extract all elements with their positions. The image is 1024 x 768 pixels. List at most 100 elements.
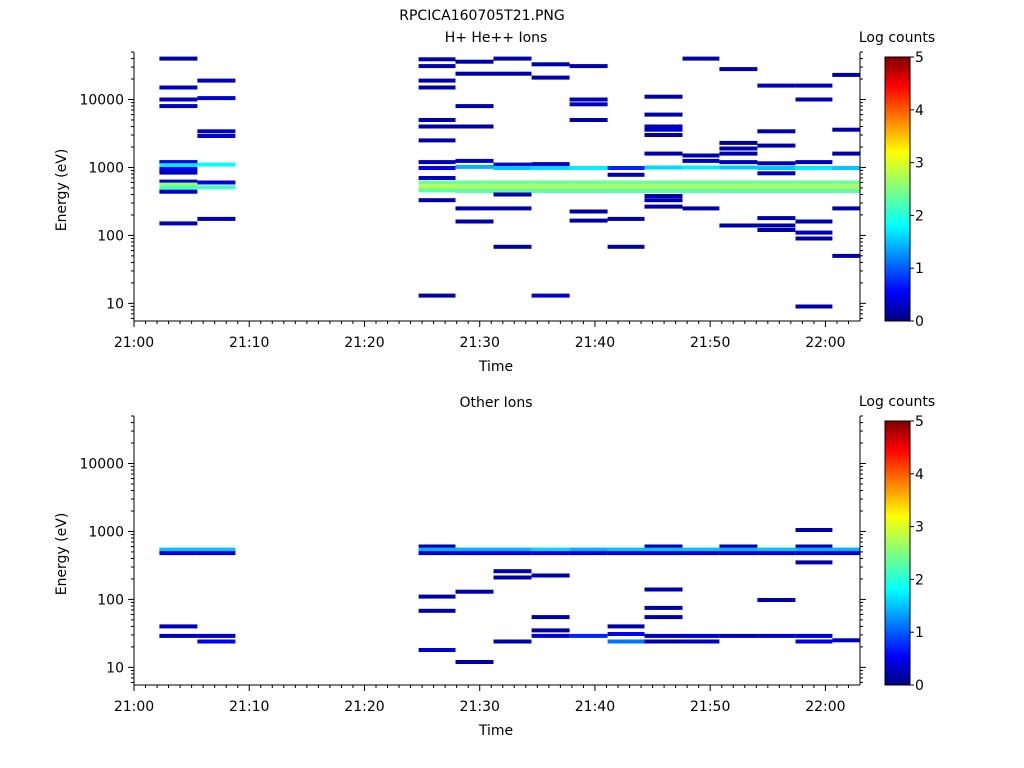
heatmap-cell xyxy=(644,194,683,198)
heatmap-cell xyxy=(531,184,570,189)
heatmap-cell xyxy=(197,633,236,638)
heatmap-cell xyxy=(795,528,833,532)
heatmap-cell xyxy=(159,104,198,109)
colorbar-tick-label: 1 xyxy=(915,261,924,277)
heatmap-cell xyxy=(682,639,720,644)
heatmap-cell xyxy=(719,551,758,556)
heatmap-cell xyxy=(455,551,494,556)
colorbar-tick-label: 4 xyxy=(915,103,924,119)
heatmap-cell xyxy=(607,639,645,644)
heatmap-cell xyxy=(832,166,860,170)
x-tick-label: 21:00 xyxy=(114,699,154,715)
colorbar-tick-label: 3 xyxy=(915,156,924,172)
heatmap-cell xyxy=(159,189,198,194)
heatmap-cell xyxy=(682,184,720,189)
heatmap-cell xyxy=(531,75,570,80)
heatmap-cell xyxy=(493,244,532,249)
x-tick-label: 22:00 xyxy=(805,335,845,351)
x-tick-label: 21:10 xyxy=(229,699,269,715)
heatmap-cell xyxy=(719,160,758,165)
y-tick-label: 10000 xyxy=(79,456,124,472)
heatmap-cell xyxy=(493,71,532,76)
x-tick-label: 21:30 xyxy=(460,699,500,715)
heatmap-cell xyxy=(795,544,833,549)
heatmap-cell xyxy=(493,56,532,61)
heatmap-cell xyxy=(682,189,720,193)
heatmap-cell xyxy=(159,167,198,171)
heatmap-cell xyxy=(493,547,532,552)
heatmap-cell xyxy=(455,589,494,594)
heatmap-cell xyxy=(719,223,758,228)
heatmap-cell xyxy=(493,192,532,197)
heatmap-cell xyxy=(832,206,860,211)
heatmap-cell xyxy=(832,547,860,552)
x-tick-label: 21:00 xyxy=(114,335,154,351)
heatmap-cell xyxy=(719,633,758,638)
heatmap-cell xyxy=(719,140,758,145)
heatmap-cell xyxy=(531,573,570,578)
heatmap-cell xyxy=(531,551,570,556)
heatmap-cell xyxy=(455,660,494,664)
y-tick-label: 1000 xyxy=(88,524,124,540)
heatmap-cell xyxy=(569,551,608,556)
heatmap-cell xyxy=(607,184,645,189)
x-tick-label: 21:20 xyxy=(344,335,384,351)
heatmap-cell xyxy=(795,304,833,309)
heatmap-cell xyxy=(757,551,796,556)
y-tick-label: 1000 xyxy=(88,160,124,176)
heatmap-cell xyxy=(644,551,683,556)
heatmap-cell xyxy=(757,633,796,638)
colorbar-tick-label: 1 xyxy=(915,625,924,641)
heatmap-cell xyxy=(569,209,608,214)
figure-title: RPCICA160705T21.PNG xyxy=(399,8,564,24)
heatmap-cell xyxy=(757,189,796,193)
heatmap-cell xyxy=(531,628,570,633)
heatmap-cell xyxy=(418,78,456,83)
heatmap-cell xyxy=(607,632,645,636)
heatmap-cell xyxy=(531,293,570,298)
heatmap-cell xyxy=(795,230,833,235)
x-tick-label: 21:50 xyxy=(690,335,730,351)
heatmap-cell xyxy=(795,633,833,638)
y-tick-label: 10000 xyxy=(79,92,124,108)
heatmap-cell xyxy=(757,166,796,170)
colorbar-tick-label: 5 xyxy=(915,414,924,430)
heatmap-cell xyxy=(418,138,456,143)
heatmap-cell xyxy=(455,59,494,64)
heatmap-cell xyxy=(531,633,570,638)
heatmap-cell xyxy=(569,189,608,193)
heatmap-cell xyxy=(455,71,494,76)
heatmap-cell xyxy=(795,560,833,565)
x-axis-label: Time xyxy=(478,359,513,375)
heatmap-cell xyxy=(832,551,860,556)
heatmap-cell xyxy=(757,223,796,228)
heatmap-cell xyxy=(682,56,720,61)
x-tick-label: 21:50 xyxy=(690,699,730,715)
heatmap-cell xyxy=(493,575,532,580)
heatmap-cell xyxy=(795,639,833,644)
panel-other-ions: Other Ions Time Energy (eV) Log counts 2… xyxy=(54,394,935,739)
heatmap-cell xyxy=(644,615,683,620)
heatmap-cell xyxy=(682,158,720,163)
x-axis-label: Time xyxy=(478,723,513,739)
heatmap-cell xyxy=(607,244,645,249)
heatmap-cell xyxy=(607,189,645,193)
heatmap-cell xyxy=(644,127,683,132)
heatmap-cell xyxy=(757,216,796,221)
colorbar-tick-label: 2 xyxy=(915,208,924,224)
heatmap-cell xyxy=(757,171,796,176)
heatmap-cell xyxy=(418,184,456,189)
heatmap-cell xyxy=(682,547,720,552)
heatmap-cell xyxy=(719,180,758,185)
heatmap-cell xyxy=(418,166,456,170)
heatmap-cell xyxy=(159,182,198,187)
heatmap-cell xyxy=(159,633,198,638)
heatmap-cell xyxy=(197,185,236,190)
x-tick-label: 22:00 xyxy=(805,699,845,715)
heatmap-cell xyxy=(644,180,683,185)
heatmap-cell xyxy=(757,161,796,166)
x-tick-label: 21:10 xyxy=(229,335,269,351)
heatmap-cell xyxy=(455,164,494,169)
heatmap-cell xyxy=(455,180,494,185)
heatmap-cell xyxy=(757,184,796,189)
